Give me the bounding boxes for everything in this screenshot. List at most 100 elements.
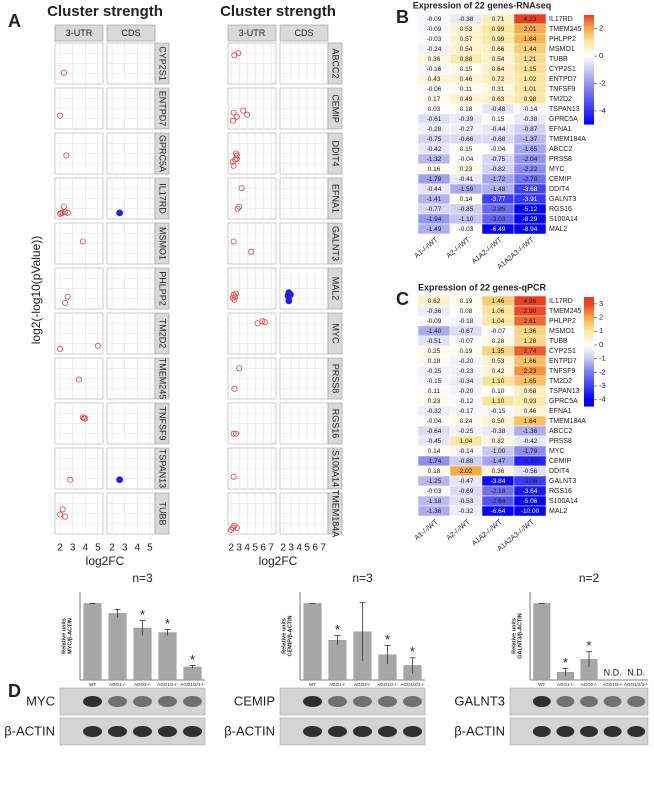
cell-value: 0.64 [492,66,505,73]
row-label: TSPAN13 [549,388,580,395]
cell-value: 1.64 [524,418,537,425]
blot-band [533,696,551,707]
cell-value: 0.46 [524,408,537,415]
cell-value: -0.23 [459,368,474,375]
cell-value: -0.15 [427,378,442,385]
cell-value: -0.07 [459,338,474,345]
blot-band [556,696,574,707]
blot-label: MYC [26,693,55,708]
cell-value: -0.66 [459,136,474,143]
cell-value: 0.14 [428,448,441,455]
cell-value: 1.02 [524,76,537,83]
colorbar-tick-label: -1 [599,354,606,363]
cell-value: 0.99 [492,36,505,43]
cell-value: 1.15 [524,66,537,73]
x-tick-label: AGO1-/- [557,682,574,687]
cell-value: 2.23 [524,368,537,375]
x-tick-label: AGO1-/- [109,682,126,687]
cell-value: -0.03 [427,488,442,495]
facet-row-label: RGS16 [331,409,341,439]
cell-value: 0.63 [492,96,505,103]
cell-value: -0.20 [459,358,474,365]
facet-row-label: TNFSF9 [158,406,168,440]
cell-value: 0.62 [428,298,441,305]
cell-value: -0.20 [459,388,474,395]
cell-value: 0.03 [428,106,441,113]
cell-value: -0.87 [523,126,538,133]
cell-value: 0.16 [428,166,441,173]
cell-value: 0.18 [428,358,441,365]
cell-value: -0.68 [491,136,506,143]
cell-value: -0.75 [491,156,506,163]
cell-value: 0.15 [460,146,473,153]
cell-value: -0.15 [491,408,506,415]
cell-value: 0.24 [460,418,473,425]
data-point [117,210,123,216]
cell-value: -0.04 [459,156,474,163]
blot-band [108,726,127,737]
x-tick-label: 2 [57,543,63,554]
row-label: TM2D2 [549,378,572,385]
cell-value: -8.29 [523,216,538,223]
cell-value: 1.04 [460,438,473,445]
row-label: MSMO1 [549,46,575,53]
column-label: A1A2-/-/WT [471,518,504,547]
cell-value: -0.69 [459,488,474,495]
cell-value: -0.38 [491,428,506,435]
cell-value: 0.23 [460,166,473,173]
colorbar-tick-label: -2 [599,367,606,376]
column-label: A1-/-/WT [414,518,441,542]
cell-value: -0.24 [427,46,442,53]
facet-row-label: MSMO1 [158,227,168,260]
facet-row-label: MAL2 [331,277,341,301]
value-label: N.D. [627,667,645,677]
x-tick-label: WT [538,682,545,687]
cell-value: 0.71 [492,16,505,23]
row-label: PHLPP2 [549,318,576,325]
row-label: PHLPP2 [549,36,576,43]
blot-label: β-ACTIN [224,723,275,738]
cell-value: -0.44 [491,126,506,133]
cell-value: -1.25 [427,478,442,485]
facet-row-label: ENTPD7 [158,91,168,127]
colorbar-tick-label: 0 [599,51,603,60]
x-tick-label: AGO1/2-/- [602,682,623,687]
cell-value: 0.46 [460,76,473,83]
row-label: PRSS8 [549,156,572,163]
cell-value: 1.28 [524,338,537,345]
cell-value: -0.27 [459,126,474,133]
bar [304,603,322,680]
cell-value: 1.10 [492,398,505,405]
row-label: TMEM184A [549,136,586,143]
row-label: CYP2S1 [549,348,576,355]
facet-row-label: GPRC5A [158,135,168,172]
cell-value: -1.40 [427,328,442,335]
annotation: n=3 [352,571,373,585]
facet-column-label: 3-UTR [66,28,93,38]
x-tick-label: 5 [147,543,153,554]
x-tick-label: 2 [228,543,234,554]
colorbar-tick-label: -4 [599,395,606,404]
bar [159,633,177,680]
blot-band [580,726,598,737]
panel-title: Cluster strength [47,3,163,20]
row-label: MAL2 [549,508,567,515]
cell-value: -1.79 [523,448,538,455]
cell-value: -0.38 [459,16,474,23]
cell-value: -0.04 [491,146,506,153]
significance-star: * [140,607,145,622]
blot-band [378,726,397,737]
x-tick-label: WT [89,682,96,687]
blot-band [604,696,622,707]
blot-band [303,696,322,707]
cell-value: -0.47 [459,478,474,485]
row-label: DDIT4 [549,468,569,475]
blot-band [627,726,645,737]
blot-label: CEMIP [234,693,275,708]
colorbar-tick-label: 1 [599,326,603,335]
cell-value: 0.19 [460,348,473,355]
cell-value: -1.18 [427,498,442,505]
cell-value: 1.65 [524,378,537,385]
cell-value: 0.98 [524,96,537,103]
